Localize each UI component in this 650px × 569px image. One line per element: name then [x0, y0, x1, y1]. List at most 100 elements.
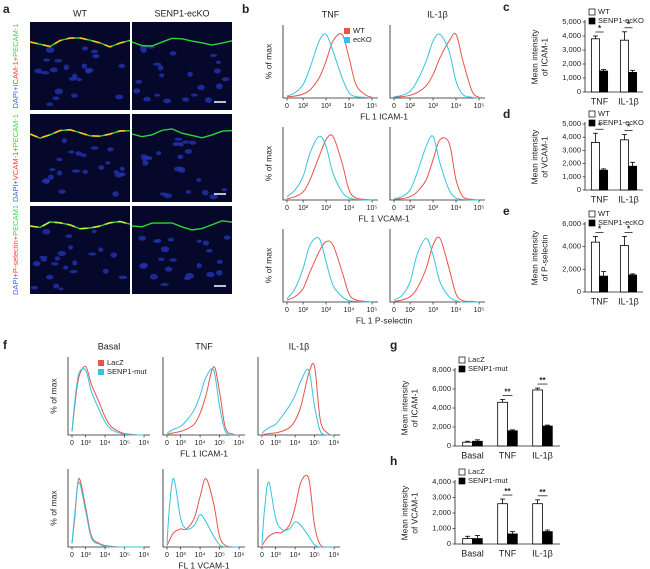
x-tick-label: 0: [285, 307, 289, 314]
endothelium: [131, 37, 233, 47]
y-axis-label: % of max: [48, 490, 58, 526]
bar: [619, 139, 629, 191]
axis: [257, 469, 340, 548]
bar: [542, 425, 553, 447]
nucleus: [216, 259, 223, 265]
histogram-curve: [261, 481, 334, 548]
histogram-curve: [393, 135, 480, 201]
histogram-curve: [71, 481, 144, 548]
y-tick-label: 4,000: [562, 31, 581, 40]
nucleus: [167, 237, 175, 242]
bar: [590, 241, 600, 293]
y-tick-label: 0: [577, 287, 581, 296]
nucleus: [185, 190, 191, 194]
nucleus: [156, 151, 162, 156]
x-tick-label: 10⁵: [474, 103, 485, 110]
legend-swatch: [588, 110, 596, 118]
axis: [389, 229, 485, 303]
nucleus: [112, 191, 119, 197]
axis: [162, 357, 245, 436]
y-axis-label: Mean intensity: [529, 29, 539, 85]
x-tick-label: 10²: [298, 307, 309, 314]
significance-label: *: [598, 24, 602, 33]
x-tick-label: 10²: [405, 103, 416, 110]
nucleus: [163, 98, 172, 104]
row-label-part: PECAM-1: [11, 23, 20, 56]
column-title: SENP1-ecKO: [154, 8, 209, 18]
nucleus: [210, 53, 218, 58]
legend-label: WT: [598, 109, 610, 118]
significance-label: **: [539, 376, 546, 385]
endothelium-signal: [29, 220, 131, 230]
nucleus: [191, 93, 198, 97]
legend-swatch: [344, 37, 350, 43]
bar: [497, 401, 508, 447]
histogram-curve: [286, 240, 373, 303]
x-tick-label: 10⁶: [139, 440, 150, 447]
x-tick-label: 10⁴: [100, 440, 111, 447]
column-title: TNF: [322, 9, 340, 19]
nucleus: [67, 150, 75, 154]
row-label-part: VCAM-1+: [11, 147, 20, 180]
bar: [590, 142, 600, 191]
panel-label: c: [503, 0, 510, 14]
x-tick-label: 10³: [321, 205, 332, 212]
significance-label: *: [627, 123, 631, 132]
nucleus: [40, 70, 50, 75]
y-axis-label: Mean intensity: [399, 485, 409, 541]
nucleus: [216, 270, 223, 276]
y-tick-label: 6,000: [432, 384, 451, 393]
nucleus: [138, 235, 146, 241]
x-tick-label: 10⁴: [290, 552, 301, 559]
x-tick-label: 10⁵: [214, 552, 225, 559]
bar: [507, 533, 518, 545]
x-tick-label: 10⁴: [451, 205, 462, 212]
histogram-curve: [286, 135, 373, 201]
nucleus: [118, 63, 126, 69]
nucleus: [40, 257, 48, 262]
nucleus: [71, 169, 81, 173]
x-tick-label: 10⁵: [367, 103, 378, 110]
nucleus: [182, 97, 190, 102]
significance-label: **: [504, 388, 511, 397]
x-tick-label: 10⁶: [329, 552, 340, 559]
nucleus: [204, 97, 213, 104]
nucleus: [42, 228, 51, 235]
y-axis-label: of ICAM-1: [539, 38, 549, 77]
y-tick-label: 0: [447, 441, 451, 450]
y-tick-label: 5,000: [562, 119, 581, 128]
nucleus: [81, 63, 88, 69]
nucleus: [206, 248, 213, 253]
significance-label: *: [627, 225, 631, 234]
axis: [257, 357, 340, 436]
nucleus: [177, 154, 184, 160]
row-label-part: DAPI+: [11, 273, 20, 296]
histogram-curve: [286, 134, 373, 201]
histogram-curve: [393, 33, 480, 99]
bar: [590, 38, 600, 93]
nucleus: [118, 275, 128, 280]
legend-swatch: [588, 219, 596, 227]
x-tick-label: 0: [285, 103, 289, 110]
x-axis-label: FL 1 VCAM-1: [178, 560, 229, 569]
bar: [472, 440, 483, 447]
y-axis-label: % of max: [263, 145, 273, 181]
x-tick-label: IL-1β: [618, 194, 639, 204]
nucleus: [183, 276, 192, 281]
nucleus: [115, 94, 124, 100]
bar: [628, 274, 638, 293]
y-axis-label: of VCAM-1: [539, 136, 549, 178]
y-axis-label: Mean intensity: [399, 380, 409, 436]
micrograph: [132, 22, 232, 110]
y-axis-label: of P-selectin: [539, 234, 549, 281]
nucleus: [143, 96, 151, 102]
nucleus: [70, 93, 78, 98]
axis: [282, 229, 378, 303]
row-label-part: DAPI+: [11, 179, 20, 202]
nucleus: [169, 51, 177, 56]
row-label-part: ICAM-1+: [11, 56, 20, 86]
legend-swatch: [588, 119, 596, 127]
panel-label: e: [503, 204, 510, 218]
nucleus: [157, 65, 164, 71]
nucleus: [54, 59, 63, 63]
